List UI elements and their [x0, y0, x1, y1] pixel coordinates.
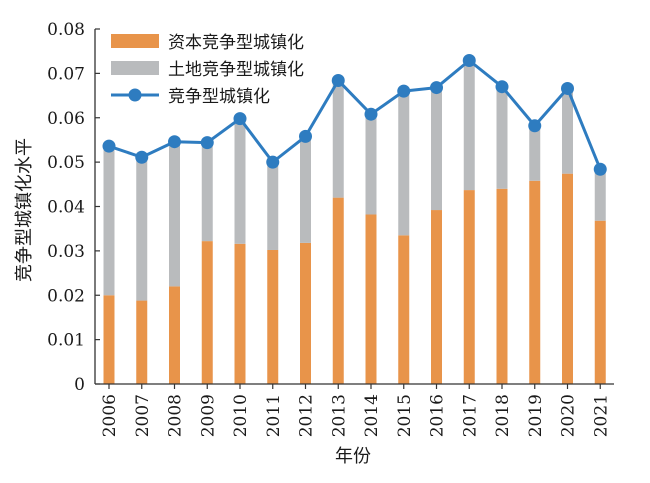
- legend-label-total: 竞争型城镇化: [168, 87, 270, 107]
- x-tick-label: 2006: [100, 394, 120, 437]
- bars-layer: [103, 60, 606, 384]
- x-tick-label: 2015: [395, 394, 415, 437]
- bar-land-2007: [136, 157, 148, 301]
- bar-capital-2009: [201, 241, 213, 384]
- line-total: [108, 59, 602, 170]
- x-tick-label: 2016: [428, 394, 448, 437]
- point-total-2011: [266, 155, 280, 169]
- bar-land-2010: [234, 118, 246, 244]
- bar-land-2019: [529, 125, 541, 181]
- legend-label-land: 土地竞争型城镇化: [168, 60, 304, 80]
- legend: 资本竞争型城镇化 土地竞争型城镇化 竞争型城镇化: [111, 33, 304, 107]
- bar-land-2016: [431, 87, 442, 211]
- point-total-2015: [397, 84, 411, 98]
- y-tick-label: 0.08: [47, 20, 85, 40]
- point-total-2012: [299, 129, 312, 143]
- legend-label-capital: 资本竞争型城镇化: [168, 33, 304, 53]
- legend-marker-total: [128, 88, 142, 102]
- y-tick-label: 0.01: [47, 331, 85, 351]
- point-total-2019: [528, 119, 542, 133]
- bar-land-2020: [562, 88, 573, 174]
- line-layer: [102, 54, 607, 176]
- point-total-2016: [430, 81, 443, 95]
- y-tick-label: 0: [74, 375, 85, 395]
- bar-land-2014: [365, 114, 377, 215]
- bar-land-2015: [398, 91, 410, 236]
- y-tick-label: 0.07: [47, 64, 85, 84]
- x-tick-label: 2008: [166, 394, 186, 437]
- bar-land-2018: [496, 86, 508, 189]
- bar-land-2009: [201, 142, 213, 242]
- legend-swatch-land: [111, 61, 159, 75]
- x-tick-label: 2017: [460, 394, 480, 437]
- y-tick-label: 0.03: [47, 242, 85, 262]
- point-total-2008: [168, 135, 181, 149]
- legend-swatch-capital: [111, 34, 159, 48]
- bar-capital-2013: [332, 197, 344, 384]
- bar-capital-2019: [529, 180, 541, 384]
- x-tick-label: 2007: [133, 394, 153, 437]
- point-total-2013: [331, 73, 345, 87]
- bar-capital-2008: [169, 286, 180, 384]
- bar-land-2021: [594, 169, 606, 221]
- x-tick-label: 2021: [591, 394, 611, 437]
- point-total-2010: [233, 112, 247, 126]
- bar-capital-2012: [300, 242, 311, 384]
- bar-land-2008: [169, 141, 180, 287]
- bar-capital-2016: [431, 210, 442, 384]
- bar-land-2013: [332, 80, 344, 198]
- point-total-2020: [561, 81, 574, 95]
- x-tick-label: 2019: [526, 394, 546, 437]
- y-tick-label: 0.02: [47, 286, 85, 306]
- bar-capital-2010: [234, 243, 246, 384]
- bar-capital-2021: [594, 220, 606, 384]
- point-total-2009: [200, 136, 214, 150]
- bar-capital-2020: [562, 173, 573, 384]
- bar-land-2017: [463, 60, 475, 191]
- bar-land-2006: [103, 146, 115, 296]
- point-total-2021: [593, 162, 607, 176]
- y-tick-label: 0.04: [47, 198, 85, 218]
- ticks-layer: 0 0.01 0.02 0.03 0.04 0.05 0.06 0.07 0.08 2006 200…: [47, 20, 611, 437]
- y-tick-label: 0.05: [47, 153, 85, 173]
- y-axis-title: 竞争型城镇化水平: [14, 138, 35, 282]
- point-total-2018: [495, 80, 509, 94]
- bar-capital-2018: [496, 188, 508, 384]
- bar-land-2011: [267, 162, 279, 250]
- bar-land-2012: [300, 136, 311, 243]
- bar-capital-2006: [103, 295, 115, 384]
- x-tick-label: 2009: [198, 394, 218, 437]
- bar-capital-2011: [267, 249, 279, 384]
- x-axis-title: 年份: [335, 446, 371, 467]
- bar-capital-2007: [136, 300, 148, 384]
- x-tick-label: 2012: [297, 394, 317, 437]
- x-tick-label: 2020: [559, 394, 579, 437]
- bar-capital-2017: [463, 190, 475, 384]
- bar-capital-2014: [365, 214, 377, 384]
- y-tick-label: 0.06: [47, 109, 85, 129]
- bar-capital-2015: [398, 235, 410, 384]
- point-total-2014: [364, 107, 378, 121]
- point-total-2017: [462, 54, 476, 68]
- x-tick-label: 2011: [264, 394, 284, 437]
- x-tick-label: 2018: [493, 394, 513, 437]
- x-tick-label: 2010: [231, 394, 251, 437]
- point-total-2006: [102, 139, 116, 153]
- x-tick-label: 2013: [329, 394, 349, 437]
- x-tick-label: 2014: [362, 394, 382, 437]
- point-total-2007: [135, 150, 149, 164]
